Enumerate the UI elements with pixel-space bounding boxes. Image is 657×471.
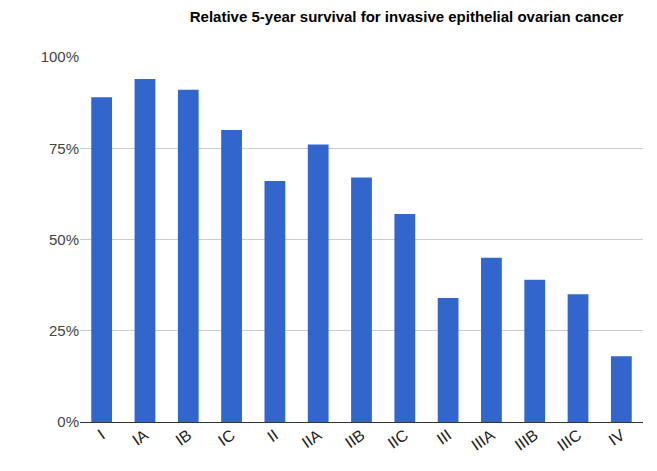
svg-text:I: I — [95, 426, 108, 442]
svg-text:IV: IV — [606, 426, 628, 449]
svg-text:IIIA: IIIA — [468, 426, 498, 454]
svg-text:75%: 75% — [49, 140, 79, 157]
svg-text:100%: 100% — [41, 48, 79, 65]
svg-text:IA: IA — [129, 426, 151, 449]
svg-text:IIIC: IIIC — [554, 426, 584, 454]
svg-text:25%: 25% — [49, 322, 79, 339]
svg-text:IIIB: IIIB — [512, 426, 541, 454]
svg-text:0%: 0% — [57, 413, 79, 430]
svg-text:50%: 50% — [49, 231, 79, 248]
svg-text:IIC: IIC — [385, 426, 412, 452]
svg-text:IC: IC — [215, 426, 238, 449]
svg-text:III: III — [434, 426, 455, 448]
svg-text:IIB: IIB — [342, 426, 368, 451]
svg-text:IIA: IIA — [299, 426, 325, 451]
svg-text:Relative 5-year survival for i: Relative 5-year survival for invasive ep… — [190, 8, 624, 25]
svg-text:IB: IB — [172, 426, 194, 449]
svg-text:II: II — [264, 426, 281, 445]
